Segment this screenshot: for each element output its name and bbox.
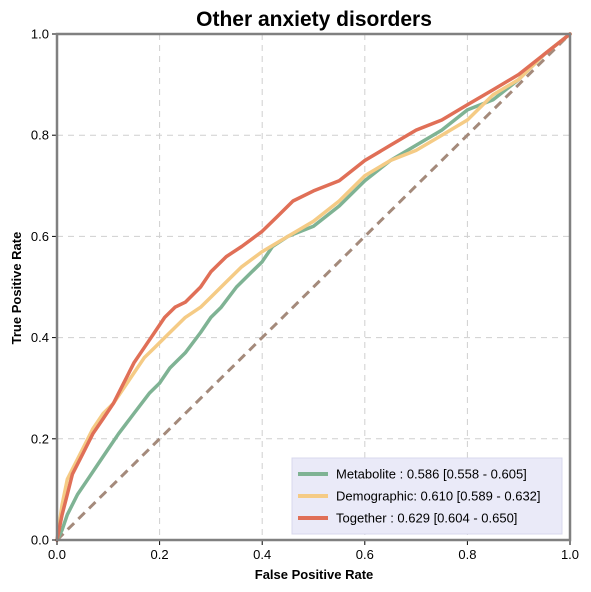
legend-entry-together: Together : 0.629 [0.604 - 0.650] <box>336 511 517 526</box>
chart-title: Other anxiety disorders <box>196 8 432 31</box>
x-tick-label: 0.0 <box>48 547 66 562</box>
series-line-demographic <box>55 32 572 542</box>
x-tick-label: 0.8 <box>458 547 476 562</box>
y-axis-label: True Positive Rate <box>9 232 24 345</box>
y-tick-label: 0.0 <box>31 533 49 548</box>
y-tick-label: 1.0 <box>31 27 49 42</box>
y-tick-label: 0.6 <box>31 229 49 244</box>
roc-curves <box>55 32 572 542</box>
series-line-together <box>55 32 572 542</box>
x-tick-label: 1.0 <box>561 547 579 562</box>
legend: Metabolite : 0.586 [0.558 - 0.605] Demogr… <box>291 457 563 535</box>
x-axis-label: False Positive Rate <box>255 567 374 582</box>
legend-entry-demographic: Demographic: 0.610 [0.589 - 0.632] <box>336 489 541 504</box>
reference-diagonal <box>55 32 572 542</box>
x-tick-label: 0.2 <box>151 547 169 562</box>
axis-ticks: 0.0 0.2 0.4 0.6 0.8 1.0 0.0 0.2 0.4 0.6 0.8 1.0 <box>31 27 579 563</box>
y-tick-label: 0.4 <box>31 330 49 345</box>
chance-line <box>55 32 572 542</box>
grid <box>57 34 570 540</box>
legend-box <box>291 457 563 535</box>
y-tick-label: 0.2 <box>31 431 49 446</box>
plot-frame <box>55 32 572 542</box>
y-tick-label: 0.8 <box>31 128 49 143</box>
x-tick-label: 0.4 <box>253 547 271 562</box>
series-line-metabolite <box>55 32 572 542</box>
legend-entry-metabolite: Metabolite : 0.586 [0.558 - 0.605] <box>336 467 527 482</box>
x-tick-label: 0.6 <box>356 547 374 562</box>
